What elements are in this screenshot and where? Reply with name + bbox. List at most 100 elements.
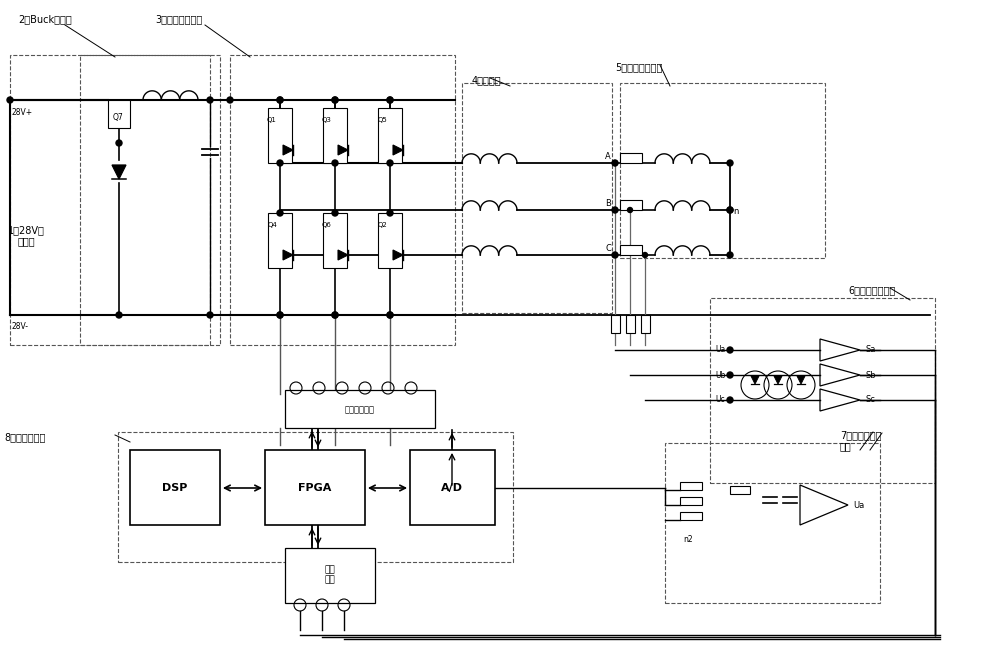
Bar [108,100,130,128]
Bar [611,315,620,333]
Bar [118,432,513,562]
Circle shape [642,253,648,258]
Text: 6、过零检测电路: 6、过零检测电路 [848,285,895,295]
Text: DSP: DSP [162,483,188,493]
Text: Sa: Sa [865,346,875,354]
Text: Uc: Uc [715,395,725,405]
Polygon shape [338,145,348,155]
Bar [130,450,220,525]
Circle shape [387,312,393,318]
Text: 5、无刷直流电机: 5、无刷直流电机 [615,62,662,72]
Text: Sb: Sb [865,371,876,379]
Text: 隔离驱动电路: 隔离驱动电路 [345,405,375,414]
Circle shape [277,312,283,318]
Bar [10,55,210,345]
Circle shape [332,97,338,103]
Circle shape [116,140,122,146]
Bar [268,213,292,268]
Circle shape [277,97,283,103]
Circle shape [727,372,733,378]
Circle shape [727,160,733,166]
Polygon shape [112,165,126,179]
Text: n2: n2 [683,535,693,545]
Bar [680,497,702,505]
Polygon shape [774,376,782,384]
Bar [268,108,292,163]
Bar [620,83,825,258]
Text: Q4: Q4 [267,222,277,228]
Circle shape [277,312,283,318]
Text: FPGA: FPGA [298,483,332,493]
Circle shape [387,97,393,103]
Circle shape [227,97,233,103]
Bar [410,450,495,525]
Text: Q6: Q6 [322,222,332,228]
Text: 4、滤波器: 4、滤波器 [472,75,502,85]
Circle shape [207,312,213,318]
Polygon shape [338,250,348,260]
Bar [80,55,220,345]
Circle shape [727,252,733,258]
Circle shape [727,397,733,403]
Bar [323,108,347,163]
Circle shape [332,312,338,318]
Circle shape [628,208,633,212]
Circle shape [612,160,618,166]
Text: Q5: Q5 [377,117,387,123]
Text: A/D: A/D [441,483,463,493]
Text: 整形
电路: 整形 电路 [325,565,335,585]
Text: Q2: Q2 [377,222,387,228]
Bar [730,486,750,494]
Bar [230,55,455,345]
Bar [620,153,642,163]
Polygon shape [797,376,805,384]
Circle shape [332,97,338,103]
Circle shape [277,97,283,103]
Bar [680,512,702,520]
Text: 7、相电压检测
电路: 7、相电压检测 电路 [840,430,882,451]
Text: B: B [605,199,611,208]
Text: n: n [733,208,738,217]
Bar [641,315,650,333]
Circle shape [207,97,213,103]
Polygon shape [393,145,403,155]
Circle shape [277,160,283,166]
Bar [378,213,402,268]
Text: A: A [605,152,611,161]
Bar [265,450,365,525]
Text: Ua: Ua [715,346,725,354]
Bar [323,213,347,268]
Polygon shape [283,250,293,260]
Circle shape [612,207,618,213]
Bar [462,83,612,313]
Circle shape [332,312,338,318]
Bar [710,298,935,483]
Circle shape [332,210,338,216]
Text: Q3: Q3 [322,117,332,123]
Circle shape [116,312,122,318]
Circle shape [277,210,283,216]
Text: Ua: Ua [853,500,864,510]
Circle shape [727,207,733,213]
Bar [620,200,642,210]
Circle shape [7,97,13,103]
Bar [285,548,375,603]
Polygon shape [283,145,293,155]
Bar [665,443,880,603]
Text: Sc: Sc [865,395,875,405]
Bar [285,390,435,428]
Text: C: C [605,244,611,253]
Circle shape [387,97,393,103]
Polygon shape [751,376,759,384]
Text: 1、28V直
流电源: 1、28V直 流电源 [8,225,45,247]
Circle shape [727,347,733,353]
Bar [620,245,642,255]
Polygon shape [393,250,403,260]
Circle shape [612,161,618,165]
Text: Q1: Q1 [267,117,277,123]
Circle shape [332,160,338,166]
Circle shape [612,252,618,258]
Bar [378,108,402,163]
Text: 3、三相桥逆变器: 3、三相桥逆变器 [155,14,202,24]
Bar [626,315,635,333]
